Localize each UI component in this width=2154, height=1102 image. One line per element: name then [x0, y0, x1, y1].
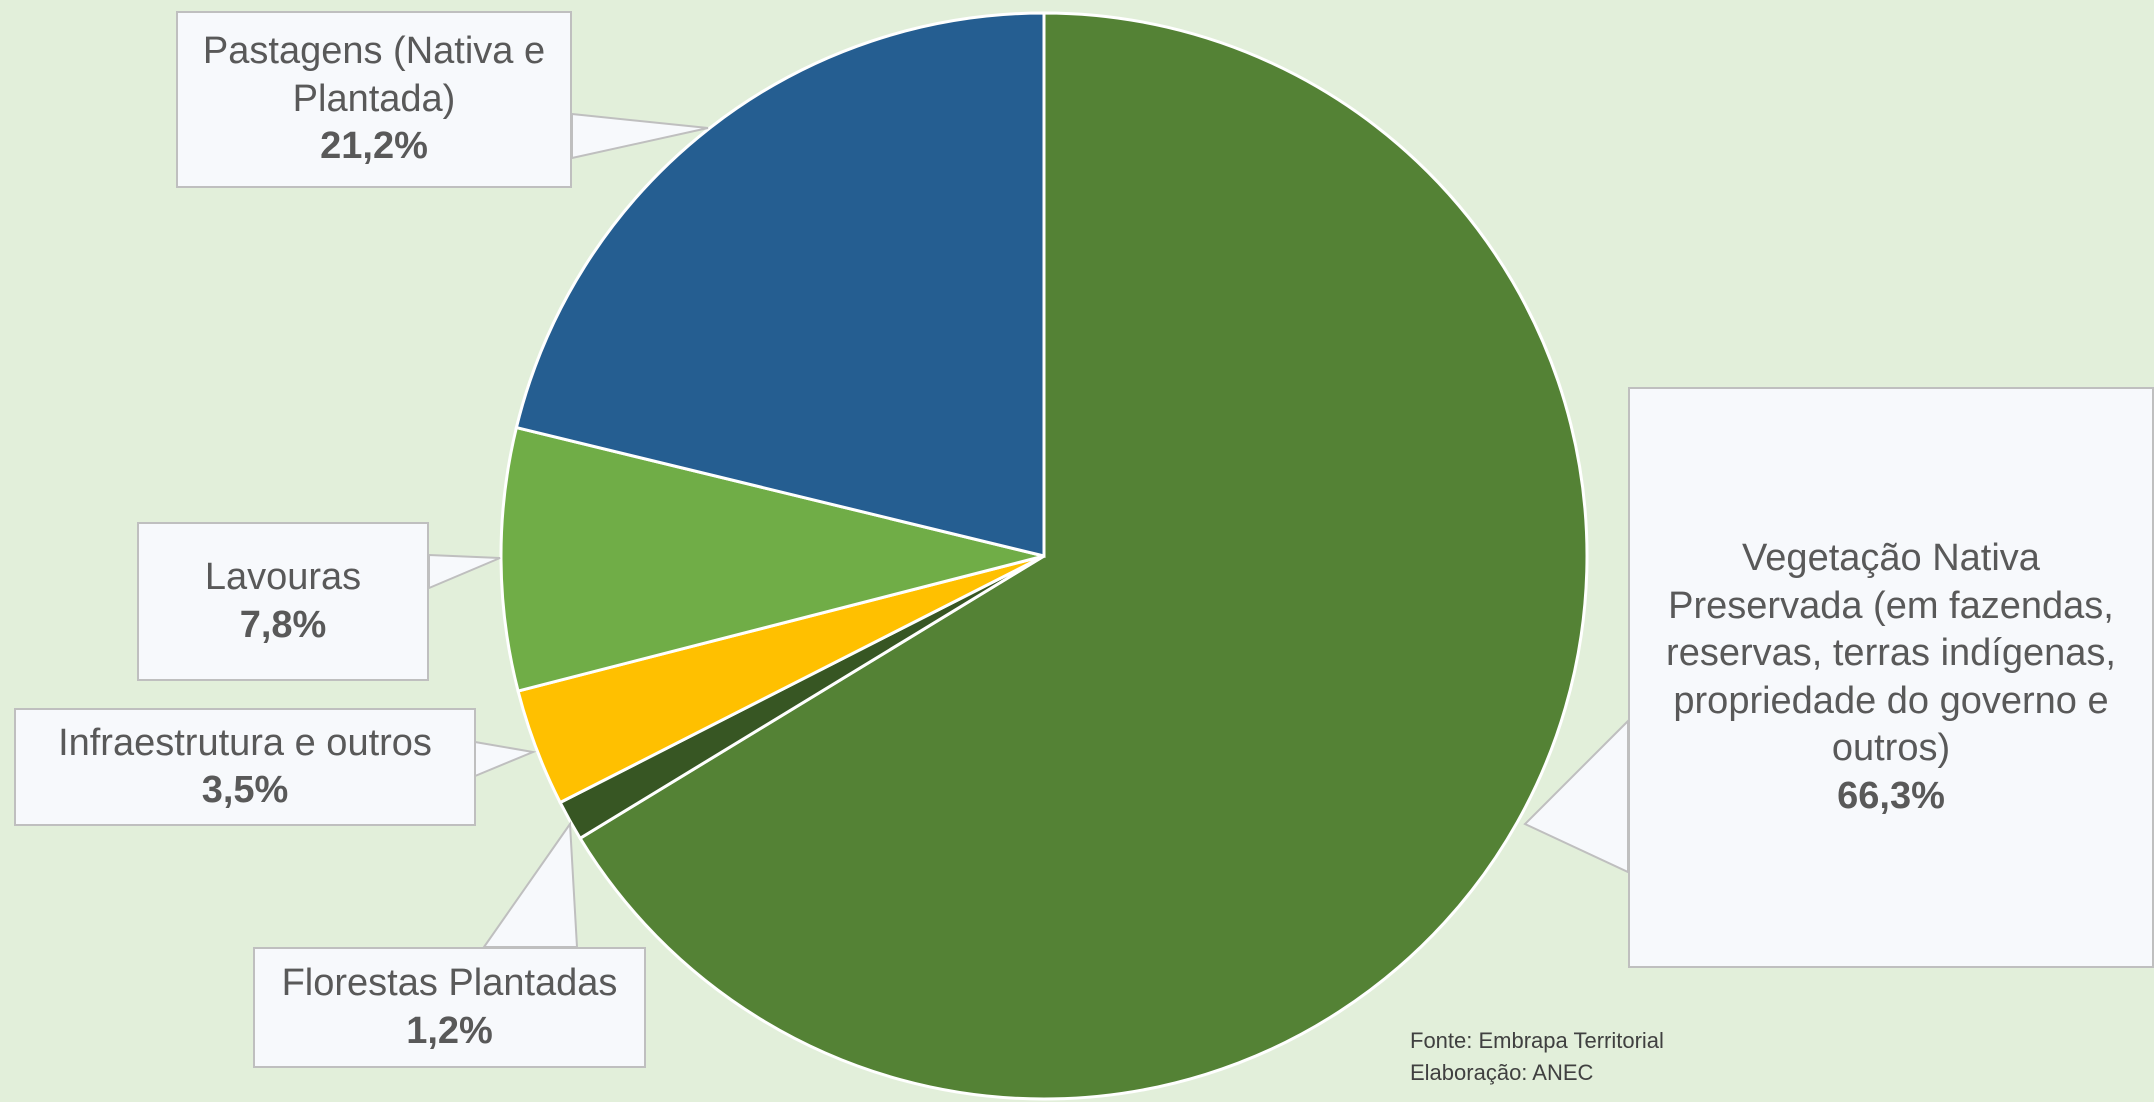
label-box: Pastagens (Nativa e Plantada) 21,2%	[176, 11, 572, 188]
label-box: Infraestrutura e outros 3,5%	[14, 708, 476, 826]
pie-slice	[499, 425, 1045, 693]
pie-slice	[514, 11, 1046, 558]
callout-pointer	[474, 740, 537, 778]
label-box: Vegetação Nativa Preservada (em fazendas…	[1628, 387, 2154, 968]
label-box: Lavouras 7,8%	[137, 522, 429, 681]
callout-pointer	[428, 553, 501, 590]
slice-value: 3,5%	[201, 769, 289, 811]
slice-label: Florestas Plantadas	[281, 962, 618, 1004]
callout-pointer	[482, 821, 579, 948]
slice-value: 1,2%	[406, 1009, 493, 1052]
slice-value: 21,2%	[320, 125, 428, 168]
slice-label: Lavouras	[204, 556, 362, 598]
source-note: Elaboração: ANEC	[1410, 1060, 1594, 1085]
slice-value: 7,8%	[239, 603, 327, 646]
slice-label: Vegetação Nativa Preservada (em fazendas…	[1666, 537, 2116, 769]
pie-slice	[578, 11, 1589, 1101]
label-box: Florestas Plantadas 1,2%	[253, 947, 646, 1068]
slice-label: Pastagens (Nativa e Plantada)	[202, 30, 546, 120]
slice-label: Infraestrutura e outros	[58, 721, 432, 764]
slice-value: 66,3%	[1837, 774, 1945, 817]
pie	[499, 11, 1589, 1101]
callouts	[428, 112, 1629, 948]
callout-pointer	[571, 112, 709, 160]
source-note: Fonte: Embrapa Territorial	[1410, 1028, 1664, 1053]
